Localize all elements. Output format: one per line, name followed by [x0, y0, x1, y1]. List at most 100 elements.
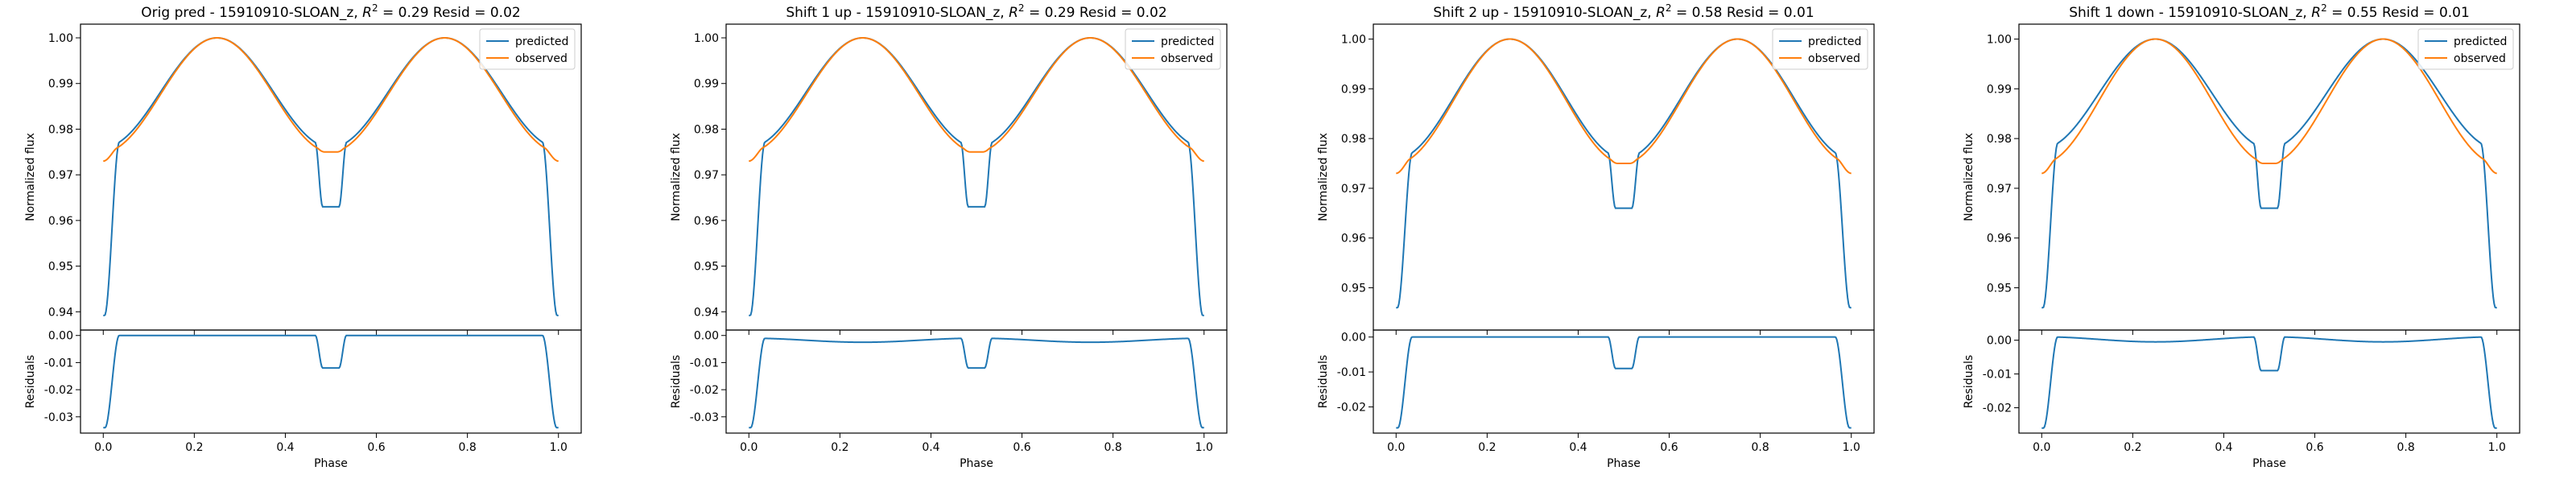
x-tick-label: 0.8 — [459, 441, 477, 454]
flux-y-tick-label: 0.98 — [48, 123, 73, 136]
x-tick-label: 0.6 — [2306, 441, 2323, 454]
residual-axes-frame — [1373, 329, 1875, 434]
residual-y-tick-label: 0.00 — [694, 330, 719, 343]
residual-axes: 0.00 -0.01 -0.02 -0.03 0.0 0.2 0.4 0.6 0.8 1.0 Res… — [670, 329, 1228, 470]
legend: predicted observed — [2417, 28, 2514, 70]
residual-y-axis-label: Residuals — [24, 355, 37, 408]
residual-axes: 0.00 -0.01 -0.02 0.0 0.2 0.4 0.6 0.8 1.0 Residual… — [1963, 329, 2520, 470]
flux-y-tick-label: 0.94 — [694, 306, 719, 319]
x-axis-label: Phase — [314, 457, 348, 470]
chart-panel-3: Shift 2 up - 15910910-SLOAN_z, R2 = 0.58… — [1317, 2, 1875, 470]
chart-title-superscript: 2 — [372, 2, 378, 14]
residual-y-tick-label: -0.02 — [1337, 401, 1366, 414]
x-tick-label: 0.4 — [1569, 441, 1587, 454]
flux-y-tick-label: 0.99 — [1341, 83, 1366, 96]
flux-y-tick-label: 0.95 — [694, 261, 719, 274]
flux-y-tick-label: 0.95 — [1987, 282, 2012, 295]
chart-title-superscript: 2 — [1666, 2, 1672, 14]
x-tick-label: 0.8 — [2397, 441, 2415, 454]
x-tick-label: 0.8 — [1104, 441, 1122, 454]
residual-axes-frame — [725, 329, 1228, 434]
flux-y-tick-label: 0.99 — [1987, 83, 2012, 96]
flux-y-tick-label: 0.94 — [48, 306, 73, 319]
flux-y-tick-label: 0.97 — [1987, 183, 2012, 196]
residual-y-tick-label: -0.01 — [44, 357, 73, 369]
x-tick-label: 0.6 — [367, 441, 385, 454]
x-tick-label: 0.0 — [1387, 441, 1405, 454]
flux-y-tick-label: 0.99 — [48, 78, 73, 91]
chart-title-suffix: = 0.29 Resid = 0.02 — [1025, 5, 1167, 21]
legend-box — [1125, 28, 1221, 70]
flux-y-axis-label: Normalized flux — [1317, 133, 1330, 221]
x-tick-label: 0.6 — [1013, 441, 1030, 454]
flux-y-tick-label: 0.96 — [48, 215, 73, 228]
x-tick-label: 1.0 — [550, 441, 568, 454]
residual-axes-frame — [80, 329, 582, 434]
residual-y-tick-label: -0.02 — [690, 384, 719, 397]
flux-axes: 0.95 0.96 0.97 0.98 0.99 1.00 Normalized flux p… — [1963, 23, 2520, 335]
residual-y-axis-label: Residuals — [670, 355, 683, 408]
x-tick-label: 1.0 — [1195, 441, 1213, 454]
flux-y-tick-label: 0.98 — [694, 123, 719, 136]
x-tick-label: 0.0 — [94, 441, 112, 454]
residual-y-tick-label: 0.00 — [48, 330, 73, 343]
legend-label-predicted: predicted — [1808, 35, 1861, 48]
residual-y-tick-label: 0.00 — [1987, 335, 2012, 348]
legend: predicted observed — [1125, 28, 1221, 70]
chart-title-prefix: Shift 1 up - 15910910-SLOAN_z, — [786, 5, 1009, 21]
legend: predicted observed — [1772, 28, 1868, 70]
residual-y-axis-label: Residuals — [1317, 355, 1330, 408]
chart-title-superscript: 2 — [1018, 2, 1025, 14]
chart-panel-4: Shift 1 down - 15910910-SLOAN_z, R2 = 0.… — [1963, 2, 2520, 470]
flux-y-tick-label: 0.96 — [1341, 233, 1366, 246]
flux-y-tick-label: 1.00 — [48, 32, 73, 45]
flux-y-tick-label: 1.00 — [1987, 34, 2012, 47]
chart-panel-2: Shift 1 up - 15910910-SLOAN_z, R2 = 0.29… — [670, 2, 1228, 470]
x-tick-label: 0.2 — [2124, 441, 2141, 454]
chart-title: Shift 1 down - 15910910-SLOAN_z, R2 = 0.… — [2069, 2, 2470, 21]
chart-title: Orig pred - 15910910-SLOAN_z, R2 = 0.29 … — [141, 2, 520, 21]
legend-label-predicted: predicted — [515, 35, 568, 48]
legend: predicted observed — [479, 28, 576, 70]
chart-title-variable: R — [1009, 5, 1018, 21]
residual-axes: 0.00 -0.01 -0.02 -0.03 0.0 0.2 0.4 0.6 0.8 1.0 Res… — [24, 329, 582, 470]
residual-y-tick-label: -0.01 — [690, 357, 719, 369]
observed-series-line — [1396, 38, 1852, 175]
chart-panel-1: Orig pred - 15910910-SLOAN_z, R2 = 0.29 … — [24, 2, 582, 470]
flux-y-tick-label: 0.97 — [1341, 183, 1366, 196]
chart-title: Shift 1 up - 15910910-SLOAN_z, R2 = 0.29… — [786, 2, 1166, 21]
legend-label-predicted: predicted — [2454, 35, 2507, 48]
flux-y-tick-label: 0.95 — [48, 261, 73, 274]
flux-y-tick-label: 0.98 — [1341, 133, 1366, 146]
chart-title-variable: R — [2311, 5, 2321, 21]
chart-title-suffix: = 0.55 Resid = 0.01 — [2327, 5, 2470, 21]
x-tick-label: 0.6 — [1660, 441, 1678, 454]
residual-y-tick-label: 0.00 — [1341, 332, 1366, 345]
x-tick-label: 0.0 — [740, 441, 758, 454]
residual-series-line — [103, 334, 559, 429]
flux-axes: 0.94 0.95 0.96 0.97 0.98 0.99 1.00 Normalized f… — [670, 23, 1228, 335]
residual-y-tick-label: -0.02 — [1983, 402, 2012, 415]
x-tick-label: 0.0 — [2033, 441, 2050, 454]
x-tick-label: 0.2 — [1478, 441, 1496, 454]
legend-label-observed: observed — [515, 52, 568, 65]
flux-y-axis-label: Normalized flux — [1963, 133, 1975, 221]
x-tick-label: 0.4 — [2215, 441, 2232, 454]
x-tick-label: 0.4 — [276, 441, 294, 454]
residual-y-tick-label: -0.01 — [1337, 366, 1366, 379]
x-tick-label: 0.8 — [1752, 441, 1769, 454]
flux-y-tick-label: 1.00 — [1341, 34, 1366, 47]
legend-label-observed: observed — [1808, 52, 1860, 65]
x-tick-label: 0.2 — [831, 441, 848, 454]
flux-axes: 0.95 0.96 0.97 0.98 0.99 1.00 Normalized flux p… — [1317, 23, 1875, 335]
flux-y-tick-label: 0.95 — [1341, 282, 1366, 295]
legend-label-observed: observed — [1161, 52, 1213, 65]
residual-y-tick-label: -0.01 — [1983, 369, 2012, 382]
flux-y-tick-label: 0.96 — [1987, 233, 2012, 246]
residual-axes-frame — [2018, 329, 2520, 434]
flux-y-axis-label: Normalized flux — [670, 133, 683, 221]
residual-series-line — [749, 337, 1204, 429]
flux-y-tick-label: 0.97 — [48, 169, 73, 182]
